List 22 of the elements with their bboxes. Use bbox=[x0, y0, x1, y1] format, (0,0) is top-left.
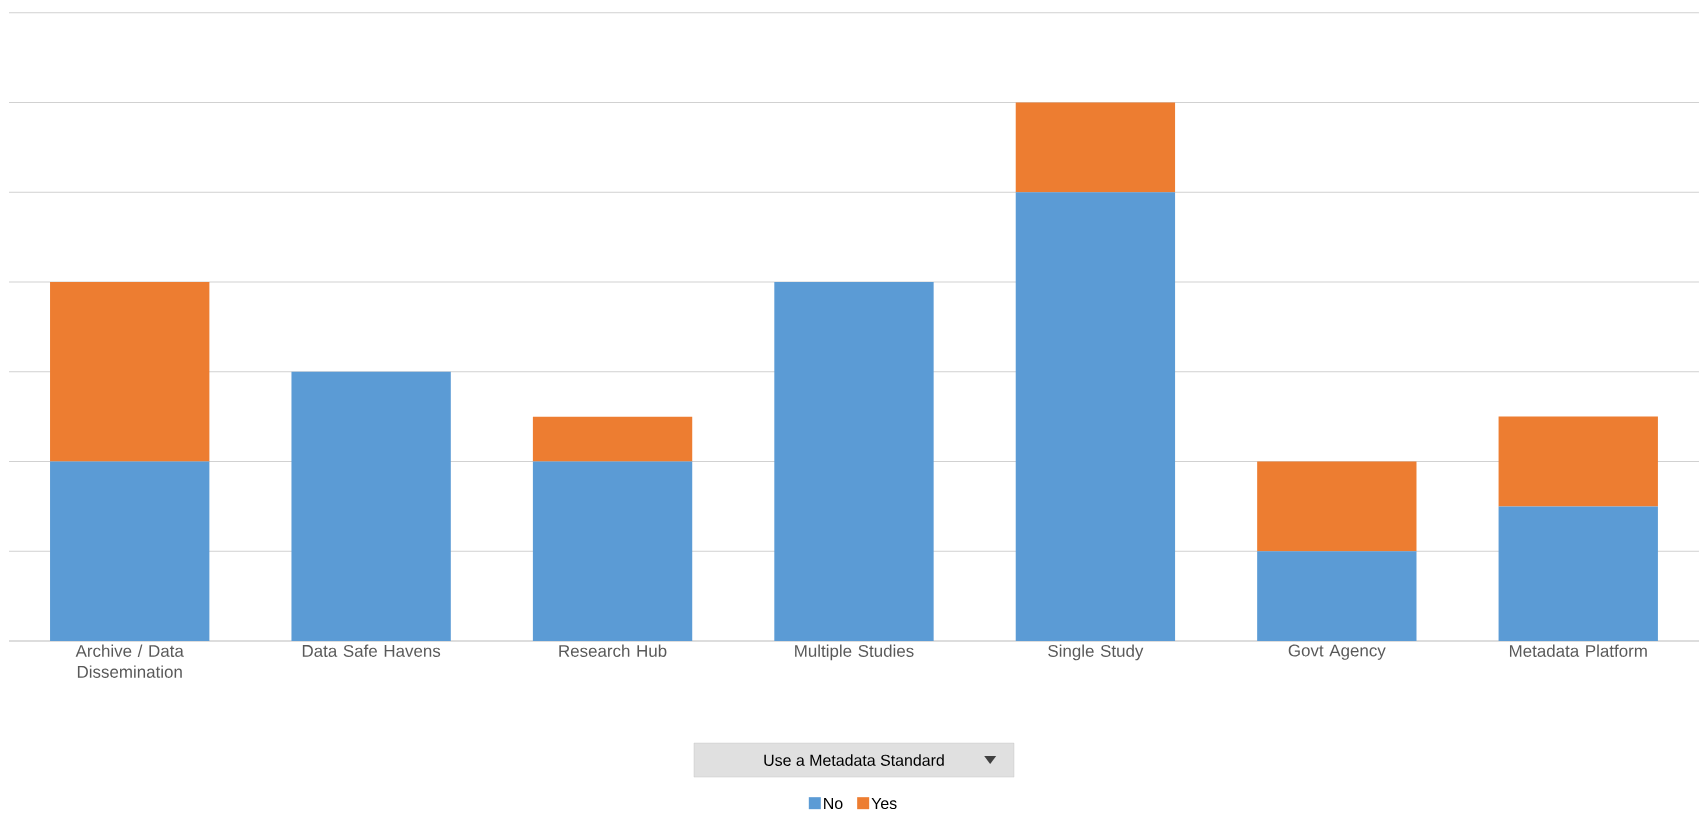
bar bbox=[50, 282, 210, 462]
legend-label: No bbox=[824, 797, 843, 810]
bar bbox=[774, 282, 934, 641]
legend-label: Yes bbox=[871, 797, 897, 810]
x-tick-label: Data Safe Havens bbox=[302, 644, 441, 657]
bar bbox=[1498, 506, 1658, 641]
x-tick-label: Govt Agency bbox=[1288, 644, 1386, 660]
bar bbox=[532, 416, 693, 462]
bar bbox=[1015, 102, 1176, 193]
x-tick-label: Multiple Studies bbox=[795, 644, 914, 661]
x-tick-label: Research Hub bbox=[559, 644, 667, 657]
bar bbox=[1257, 551, 1417, 641]
bar bbox=[532, 461, 693, 641]
x-tick-label: Single Study bbox=[1048, 644, 1144, 661]
bar bbox=[291, 371, 451, 641]
bar bbox=[50, 461, 210, 641]
legend-title: Use a Metadata Standard bbox=[764, 754, 944, 766]
x-tick-label: Metadata Platform bbox=[1509, 644, 1647, 657]
bar bbox=[1498, 416, 1658, 507]
x-tick-label: Archive / Data Dissemination bbox=[75, 644, 184, 678]
bar bbox=[1257, 461, 1417, 552]
bar bbox=[1015, 192, 1176, 641]
